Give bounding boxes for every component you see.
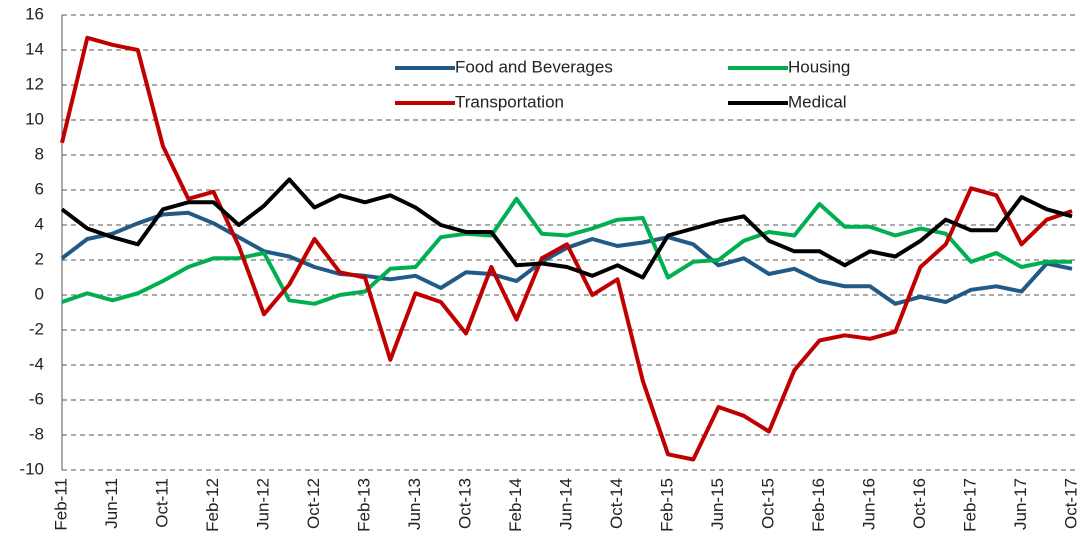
y-tick-label: 12 xyxy=(25,74,44,93)
x-tick-label: Jun-11 xyxy=(102,478,121,529)
y-tick-label: 6 xyxy=(35,179,44,198)
legend-label: Food and Beverages xyxy=(455,57,613,76)
x-tick-label: Feb-16 xyxy=(809,478,828,532)
x-tick-label: Feb-13 xyxy=(354,478,373,532)
x-tick-label: Oct-14 xyxy=(607,478,626,529)
legend-label: Housing xyxy=(788,57,850,76)
y-tick-label: 14 xyxy=(25,39,44,58)
legend-label: Medical xyxy=(788,92,847,111)
y-tick-label: 2 xyxy=(35,249,44,268)
x-tick-label: Jun-16 xyxy=(859,478,878,530)
x-tick-label: Oct-17 xyxy=(1061,478,1080,529)
y-tick-label: 0 xyxy=(35,284,44,303)
x-tick-label: Jun-14 xyxy=(556,478,575,530)
data-line xyxy=(60,177,1073,280)
x-tick-label: Jun-15 xyxy=(708,478,727,530)
x-tick-label: Feb-17 xyxy=(960,478,979,532)
data-line xyxy=(61,196,1072,306)
x-tick-label: Feb-12 xyxy=(203,478,222,532)
y-tick-label: -2 xyxy=(29,319,44,338)
x-tick-label: Feb-14 xyxy=(506,478,525,532)
x-tick-label: Oct-12 xyxy=(304,478,323,529)
y-tick-label: -8 xyxy=(29,424,44,443)
y-tick-label: 16 xyxy=(25,4,44,23)
legend-label: Transportation xyxy=(455,92,564,111)
x-tick-label: Feb-11 xyxy=(51,478,70,531)
x-tick-label: Jun-17 xyxy=(1011,478,1030,530)
y-tick-label: 10 xyxy=(25,109,44,128)
x-tick-label: Oct-13 xyxy=(455,478,474,529)
y-tick-label: -6 xyxy=(29,389,44,408)
x-tick-label: Oct-15 xyxy=(758,478,777,529)
y-tick-label: -4 xyxy=(29,354,44,373)
x-tick-label: Jun-12 xyxy=(253,478,272,530)
x-tick-label: Oct-16 xyxy=(910,478,929,529)
x-tick-label: Jun-13 xyxy=(405,478,424,530)
x-tick-label: Oct-11 xyxy=(152,478,171,528)
x-tick-label: Feb-15 xyxy=(657,478,676,532)
y-tick-label: 8 xyxy=(35,144,44,163)
data-line xyxy=(60,35,1073,462)
y-tick-label: -10 xyxy=(19,459,44,478)
y-tick-label: 4 xyxy=(35,214,44,233)
